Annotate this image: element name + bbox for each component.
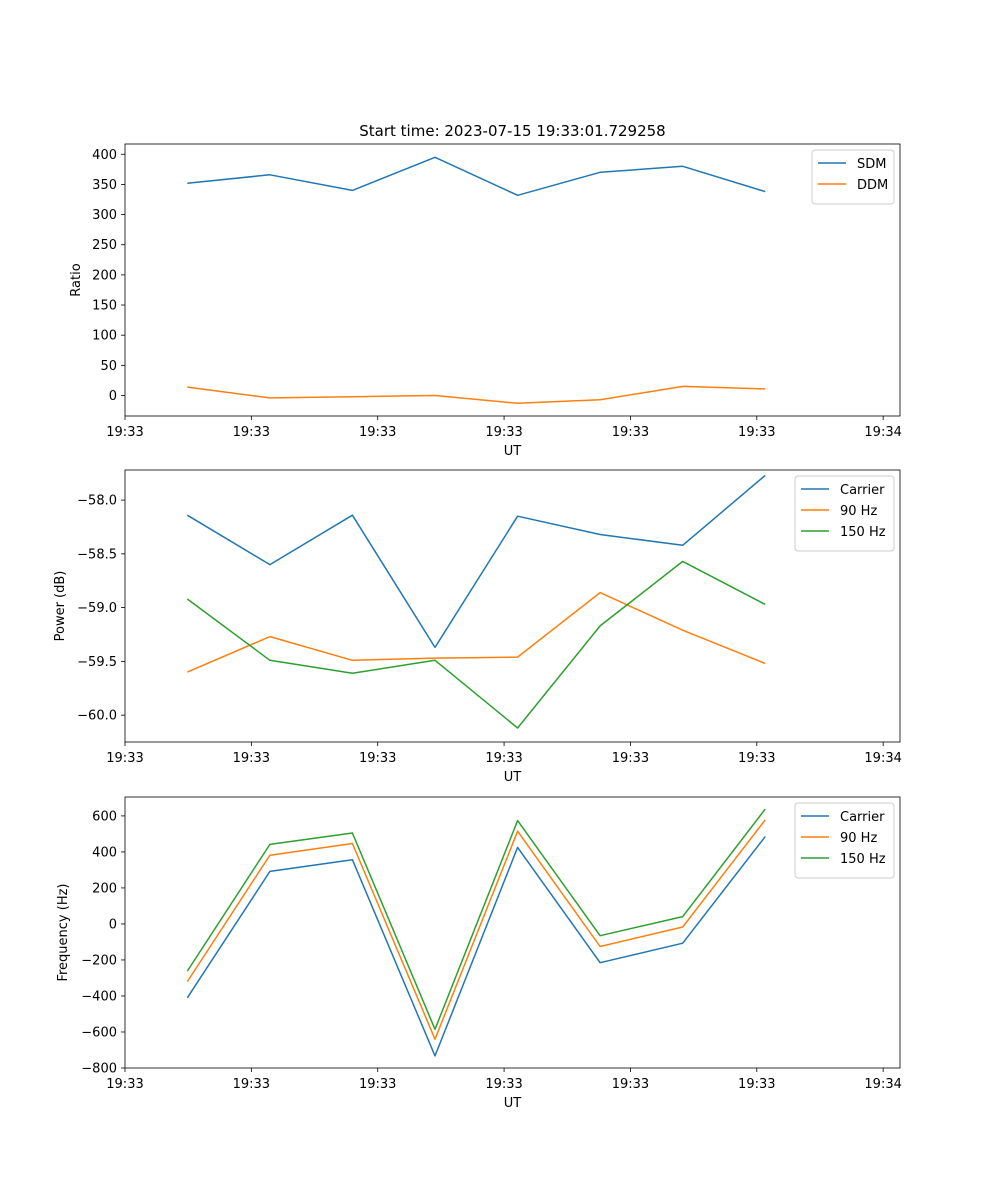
y-tick-label: 200 bbox=[92, 881, 117, 896]
y-tick-label: 0 bbox=[109, 389, 117, 404]
x-tick-label: 19:33 bbox=[738, 751, 775, 766]
x-tick-label: 19:33 bbox=[485, 1077, 522, 1092]
x-tick-label: 19:33 bbox=[738, 1077, 775, 1092]
axes-frame bbox=[124, 796, 901, 1069]
legend: Carrier 90 Hz 150 Hz bbox=[794, 475, 895, 552]
x-tick-label: 19:34 bbox=[864, 425, 901, 440]
series-line-carrier bbox=[186, 474, 766, 649]
y-tick-label: 400 bbox=[92, 845, 117, 860]
series-line-150-hz bbox=[186, 808, 766, 1031]
legend: Carrier 90 Hz 150 Hz bbox=[794, 802, 895, 879]
y-axis-label: Frequency (Hz) bbox=[56, 883, 71, 981]
x-tick-label: 19:33 bbox=[738, 425, 775, 440]
y-axis-label: Power (dB) bbox=[53, 571, 68, 642]
legend-label: Carrier bbox=[840, 810, 885, 825]
y-tick-label: −400 bbox=[81, 989, 117, 1004]
chart-panel-3: 19:33 19:33 19:33 19:33 19:33 19:33 19:34 −800 −… bbox=[56, 796, 902, 1111]
series-line-ddm bbox=[187, 385, 766, 405]
legend-box bbox=[794, 802, 895, 879]
x-tick-label: 19:33 bbox=[106, 751, 143, 766]
legend-label: 90 Hz bbox=[840, 504, 877, 519]
x-tick-label: 19:33 bbox=[359, 1077, 396, 1092]
y-tick-label: −800 bbox=[81, 1062, 117, 1077]
x-tick-label: 19:33 bbox=[485, 751, 522, 766]
x-tick-label: 19:33 bbox=[233, 1077, 270, 1092]
y-tick-label: −58.5 bbox=[77, 547, 117, 562]
series-line-90-hz bbox=[186, 819, 766, 1040]
y-tick-label: 100 bbox=[92, 329, 117, 344]
y-tick-label: 200 bbox=[92, 268, 117, 283]
x-tick-label: 19:33 bbox=[359, 751, 396, 766]
x-tick-label: 19:33 bbox=[612, 1077, 649, 1092]
legend-label: 150 Hz bbox=[840, 525, 886, 540]
x-axis-label: UT bbox=[504, 444, 522, 459]
legend-label: 150 Hz bbox=[840, 852, 886, 867]
series-line-150-hz bbox=[186, 560, 766, 729]
x-tick-label: 19:33 bbox=[106, 425, 143, 440]
legend-box bbox=[794, 475, 895, 552]
chart-panel-2: 19:33 19:33 19:33 19:33 19:33 19:33 19:34 −60.0… bbox=[53, 469, 902, 785]
y-tick-label: 600 bbox=[92, 809, 117, 824]
y-tick-label: −59.0 bbox=[77, 601, 117, 616]
x-tick-label: 19:34 bbox=[864, 751, 901, 766]
x-tick-label: 19:33 bbox=[612, 425, 649, 440]
legend-label: SDM bbox=[857, 157, 886, 172]
x-tick-label: 19:33 bbox=[485, 425, 522, 440]
axes-frame bbox=[124, 469, 901, 743]
y-tick-label: 150 bbox=[92, 299, 117, 314]
x-tick-label: 19:33 bbox=[612, 751, 649, 766]
y-axis-label: Ratio bbox=[69, 263, 84, 296]
y-tick-label: −600 bbox=[81, 1025, 117, 1040]
x-axis-label: UT bbox=[504, 1096, 522, 1111]
y-tick-label: 350 bbox=[92, 178, 117, 193]
legend-label: 90 Hz bbox=[840, 831, 877, 846]
x-tick-label: 19:33 bbox=[359, 425, 396, 440]
series-line-carrier bbox=[186, 836, 766, 1057]
series-line-sdm bbox=[187, 156, 766, 197]
chart-panel-1: Start time: 2023-07-15 19:33:01.729258 19… bbox=[69, 122, 902, 459]
y-tick-label: 0 bbox=[109, 917, 117, 932]
legend-label: DDM bbox=[857, 178, 888, 193]
x-tick-label: 19:33 bbox=[106, 1077, 143, 1092]
y-tick-label: 300 bbox=[92, 208, 117, 223]
y-tick-label: −200 bbox=[81, 953, 117, 968]
y-tick-label: −58.0 bbox=[77, 494, 117, 509]
x-axis-label: UT bbox=[504, 770, 522, 785]
x-tick-label: 19:33 bbox=[233, 751, 270, 766]
y-tick-label: 250 bbox=[92, 238, 117, 253]
y-tick-label: −59.5 bbox=[77, 655, 117, 670]
legend: SDM DDM bbox=[811, 149, 895, 205]
y-tick-label: −60.0 bbox=[77, 709, 117, 724]
series-line-90-hz bbox=[187, 591, 766, 673]
axes-frame bbox=[124, 143, 901, 417]
x-tick-label: 19:34 bbox=[864, 1077, 901, 1092]
x-tick-label: 19:33 bbox=[233, 425, 270, 440]
y-tick-label: 400 bbox=[92, 148, 117, 163]
chart-title: Start time: 2023-07-15 19:33:01.729258 bbox=[359, 122, 665, 140]
legend-label: Carrier bbox=[840, 483, 885, 498]
y-tick-label: 50 bbox=[100, 359, 117, 374]
